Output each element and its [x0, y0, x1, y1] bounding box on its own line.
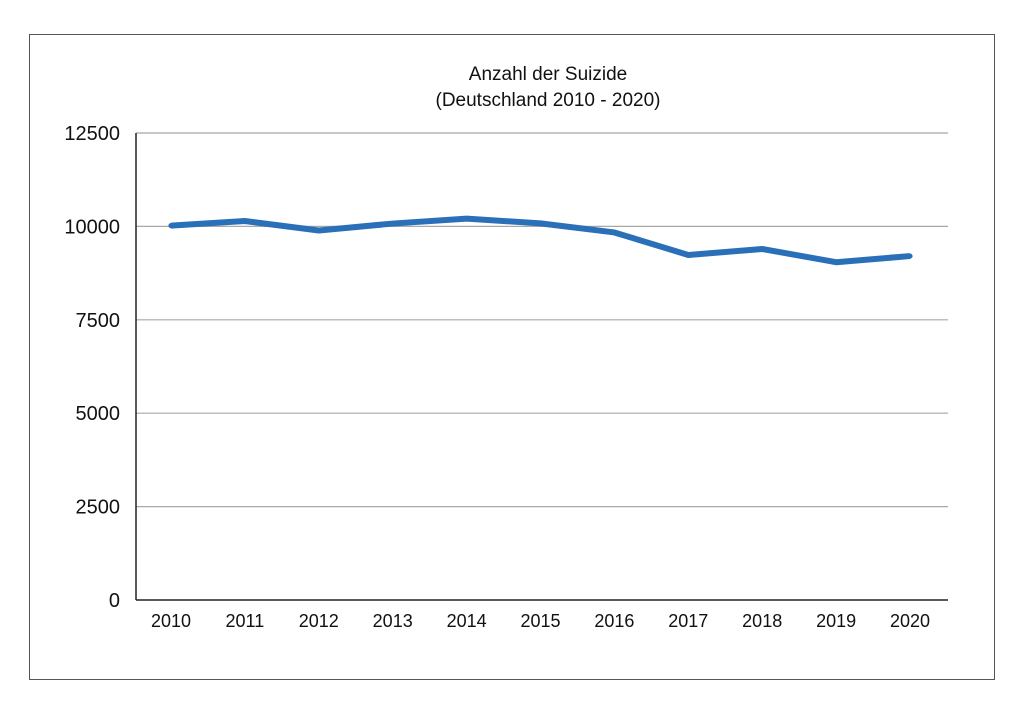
- series-layer: [168, 215, 913, 266]
- x-tick-label-2020: 2020: [890, 611, 930, 631]
- y-tick-label-12500: 12500: [64, 123, 120, 145]
- data-point-2015: [537, 220, 544, 227]
- data-point-2012: [316, 227, 322, 234]
- x-tick-label-2016: 2016: [594, 611, 634, 631]
- data-point-2011: [242, 218, 248, 224]
- x-tick-label-2015: 2015: [520, 611, 560, 631]
- line-chart: Anzahl der Suizide (Deutschland 2010 - 2…: [64, 64, 948, 631]
- x-tick-label-2017: 2017: [668, 611, 708, 631]
- data-point-2018: [759, 246, 765, 252]
- y-tick-label-5000: 5000: [76, 403, 121, 425]
- y-tick-label-10000: 10000: [64, 216, 120, 238]
- data-point-2020: [907, 253, 913, 259]
- y-tick-label-7500: 7500: [76, 310, 121, 332]
- data-point-2010: [168, 223, 174, 229]
- axes: [135, 133, 948, 601]
- x-tick-label-2019: 2019: [816, 611, 856, 631]
- x-tick-label-2012: 2012: [299, 611, 339, 631]
- chart-title: Anzahl der Suizide: [469, 64, 627, 85]
- chart-subtitle: (Deutschland 2010 - 2020): [436, 90, 661, 111]
- x-tick-label-2013: 2013: [373, 611, 413, 631]
- data-point-2017: [685, 252, 691, 258]
- x-tick-labels: 2010 2011 2012 2013 2014 2015 2016 2017 2018 2019…: [151, 611, 930, 631]
- y-tick-label-2500: 2500: [76, 497, 121, 519]
- x-tick-label-2011: 2011: [226, 611, 265, 631]
- chart-frame: Anzahl der Suizide (Deutschland 2010 - 2…: [29, 34, 995, 680]
- data-point-2016: [611, 229, 618, 236]
- x-tick-label-2018: 2018: [742, 611, 782, 631]
- y-tick-label-0: 0: [109, 590, 120, 612]
- data-point-2019: [833, 259, 839, 265]
- data-point-2013: [390, 220, 396, 227]
- data-point-2014: [464, 215, 470, 222]
- x-tick-label-2014: 2014: [447, 611, 487, 631]
- x-tick-label-2010: 2010: [151, 611, 191, 631]
- gridlines: [136, 132, 948, 508]
- y-tick-labels: 0 2500 5000 7500 10000 12500: [64, 123, 120, 612]
